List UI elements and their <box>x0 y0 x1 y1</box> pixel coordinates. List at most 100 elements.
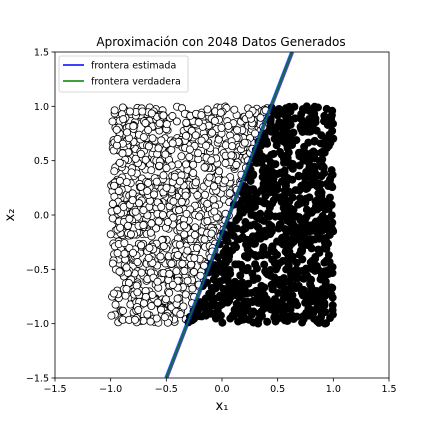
data-point-positive <box>251 202 260 211</box>
data-point-negative <box>216 108 225 117</box>
data-point-negative <box>165 288 174 297</box>
data-point-positive <box>201 294 210 303</box>
legend: frontera estimada frontera verdadera <box>58 55 189 93</box>
data-point-negative <box>172 117 181 126</box>
data-point-negative <box>168 139 177 148</box>
data-point-positive <box>197 312 206 321</box>
data-point-negative <box>210 116 219 125</box>
data-point-negative <box>172 267 181 276</box>
data-point-negative <box>162 183 171 192</box>
data-point-negative <box>122 285 131 294</box>
data-point-negative <box>132 281 141 290</box>
data-point-negative <box>207 229 216 238</box>
data-point-positive <box>319 163 328 172</box>
data-point-negative <box>150 190 159 199</box>
data-point-negative <box>195 212 204 221</box>
y-axis-ticks: −1.5 −1.0 −0.5 0.0 0.5 1.0 1.5 <box>26 48 55 385</box>
y-tick-label: 1.5 <box>34 48 49 59</box>
data-point-negative <box>125 214 134 223</box>
data-point-positive <box>266 158 275 167</box>
data-point-positive <box>270 295 279 304</box>
data-point-positive <box>327 219 336 228</box>
data-point-positive <box>303 272 312 281</box>
data-point-negative <box>153 298 162 307</box>
data-point-positive <box>318 196 327 205</box>
data-point-negative <box>256 113 265 122</box>
data-point-negative <box>120 239 129 248</box>
data-point-positive <box>281 104 290 113</box>
data-point-negative <box>111 300 120 309</box>
data-point-negative <box>181 290 190 299</box>
data-point-positive <box>273 111 282 120</box>
data-point-negative <box>169 213 178 222</box>
data-point-positive <box>307 244 316 253</box>
data-point-negative <box>177 197 186 206</box>
data-point-positive <box>310 136 319 145</box>
data-point-positive <box>248 232 257 241</box>
data-point-positive <box>276 120 285 129</box>
data-point-positive <box>241 224 250 233</box>
data-point-positive <box>315 157 324 166</box>
y-tick-label: 0.5 <box>34 156 49 167</box>
data-point-negative <box>118 306 127 315</box>
data-point-negative <box>118 103 127 112</box>
data-point-negative <box>137 241 146 250</box>
data-point-negative <box>147 109 156 118</box>
x-axis-ticks: −1.5 −1.0 −0.5 0.0 0.5 1.0 1.5 <box>43 378 397 395</box>
data-point-negative <box>159 171 168 180</box>
data-point-negative <box>251 129 260 138</box>
data-point-negative <box>145 243 154 252</box>
data-point-positive <box>308 176 317 185</box>
data-point-positive <box>295 250 304 259</box>
y-axis-label: x₂ <box>3 209 18 222</box>
data-point-negative <box>134 305 143 314</box>
data-point-negative <box>128 189 137 198</box>
data-point-negative <box>200 190 209 199</box>
data-point-positive <box>294 200 303 209</box>
data-point-negative <box>194 149 203 158</box>
data-point-negative <box>225 189 234 198</box>
data-point-negative <box>138 107 147 116</box>
data-point-positive <box>261 191 270 200</box>
data-point-negative <box>208 128 217 137</box>
data-point-positive <box>302 212 311 221</box>
data-point-negative <box>188 284 197 293</box>
data-point-positive <box>311 253 320 262</box>
data-point-positive <box>281 197 290 206</box>
data-point-negative <box>153 277 162 286</box>
data-point-positive <box>278 256 287 265</box>
data-point-negative <box>122 263 131 272</box>
data-point-positive <box>263 270 272 279</box>
data-point-negative <box>183 276 192 285</box>
data-point-negative <box>137 268 146 277</box>
data-point-positive <box>285 242 294 251</box>
data-point-negative <box>182 209 191 218</box>
data-point-negative <box>157 136 166 145</box>
data-point-negative <box>108 117 117 126</box>
data-point-negative <box>139 299 148 308</box>
data-point-positive <box>327 115 336 124</box>
data-point-negative <box>144 142 153 151</box>
x-tick-label: 1.5 <box>381 384 396 395</box>
data-point-negative <box>135 199 144 208</box>
data-point-negative <box>200 163 209 172</box>
data-points <box>106 102 338 328</box>
data-point-positive <box>297 222 306 231</box>
data-point-positive <box>327 181 336 190</box>
data-point-negative <box>110 167 119 176</box>
data-point-negative <box>197 136 206 145</box>
data-point-positive <box>252 264 261 273</box>
data-point-negative <box>143 310 152 319</box>
data-point-negative <box>129 248 138 257</box>
data-point-negative <box>110 106 119 115</box>
data-point-negative <box>144 125 153 134</box>
data-point-negative <box>167 259 176 268</box>
data-point-positive <box>300 142 309 151</box>
data-point-negative <box>154 144 163 153</box>
data-point-positive <box>302 105 311 114</box>
data-point-positive <box>328 263 337 272</box>
data-point-negative <box>189 169 198 178</box>
x-tick-label: 1.0 <box>326 384 341 395</box>
data-point-positive <box>290 102 299 111</box>
data-point-positive <box>218 318 227 327</box>
